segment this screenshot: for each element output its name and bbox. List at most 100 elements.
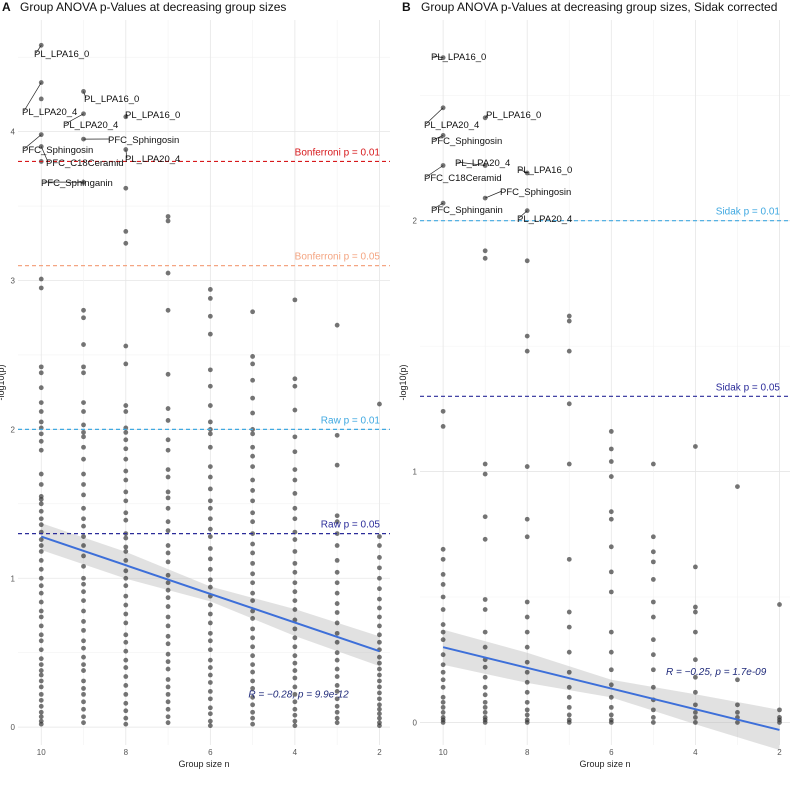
data-point — [482, 514, 488, 520]
data-point — [692, 609, 698, 615]
data-point — [207, 718, 213, 724]
data-point — [81, 598, 86, 603]
data-point — [250, 453, 256, 459]
data-point — [38, 647, 44, 653]
data-point — [292, 660, 298, 666]
data-point — [250, 678, 256, 684]
data-point — [38, 566, 44, 572]
data-point — [81, 136, 86, 142]
data-point — [292, 589, 298, 595]
data-point — [250, 571, 256, 577]
data-point — [207, 516, 213, 522]
data-point — [292, 407, 298, 413]
label-leader-line — [456, 161, 486, 166]
data-point — [81, 645, 86, 651]
data-point — [165, 270, 171, 276]
data-point — [123, 544, 129, 550]
data-point — [334, 580, 340, 586]
data-point — [608, 667, 614, 673]
data-point — [38, 96, 44, 102]
point-label: PFC_C18Ceramid — [424, 173, 502, 184]
data-point — [81, 534, 86, 539]
data-point — [81, 422, 86, 428]
data-point — [81, 706, 86, 712]
label-leader-line — [425, 165, 444, 178]
data-point — [81, 543, 86, 548]
data-point — [81, 581, 86, 587]
data-point — [566, 624, 572, 630]
data-point — [207, 611, 213, 617]
data-point — [165, 406, 171, 411]
data-point — [165, 371, 171, 377]
label-leader-line — [432, 202, 444, 210]
data-point — [123, 665, 129, 670]
data-point — [250, 580, 256, 586]
data-point — [38, 285, 44, 291]
data-point — [38, 482, 44, 487]
data-point — [38, 549, 44, 554]
data-point — [650, 720, 656, 725]
data-point — [292, 607, 298, 612]
x-tick-label: 8 — [124, 748, 129, 757]
data-point — [735, 484, 740, 490]
data-point — [377, 632, 382, 638]
data-point — [38, 409, 44, 414]
data-point — [81, 516, 86, 522]
data-point — [292, 712, 298, 718]
data-point — [165, 684, 171, 690]
data-point — [608, 516, 614, 522]
data-point — [165, 437, 171, 443]
data-point — [123, 510, 129, 516]
data-point — [38, 590, 44, 596]
data-point — [123, 575, 129, 581]
data-point — [334, 720, 340, 726]
point-label: PL_LPA20_4 — [424, 120, 479, 131]
threshold-label: Raw p = 0.01 — [321, 415, 381, 426]
data-point — [250, 686, 256, 691]
data-point — [566, 669, 572, 675]
data-point — [123, 429, 129, 435]
data-point — [207, 331, 213, 337]
data-point — [292, 706, 298, 712]
data-point — [735, 709, 740, 715]
data-point — [207, 556, 213, 562]
data-point — [165, 495, 171, 501]
data-point — [692, 689, 698, 695]
point-label: PFC_Sphinganin — [431, 205, 503, 216]
data-point — [650, 534, 656, 540]
data-point — [250, 590, 256, 596]
data-point — [334, 322, 340, 328]
data-point — [482, 163, 488, 168]
data-point — [38, 668, 44, 673]
data-point — [334, 513, 340, 519]
data-point — [608, 544, 614, 550]
data-point — [334, 666, 340, 672]
data-point — [81, 662, 86, 668]
label-leader-line — [432, 55, 444, 58]
data-point — [38, 431, 44, 437]
data-point — [566, 313, 572, 319]
data-point — [650, 577, 656, 582]
data-point — [440, 684, 446, 690]
data-point — [165, 474, 171, 480]
data-point — [250, 653, 256, 659]
data-point — [440, 582, 446, 587]
data-point — [650, 599, 656, 605]
data-point — [250, 395, 256, 401]
data-point — [81, 307, 86, 313]
data-point — [777, 602, 782, 607]
data-point — [334, 689, 340, 694]
data-point — [292, 653, 298, 659]
data-point — [81, 638, 86, 644]
data-point — [38, 656, 44, 662]
y-tick-label: 0 — [11, 723, 16, 732]
data-point — [377, 596, 382, 602]
data-point — [81, 179, 86, 185]
point-label: PFC_Sphingosin — [431, 136, 502, 147]
data-point — [608, 459, 614, 464]
data-point — [250, 635, 256, 641]
x-tick-label: 4 — [693, 748, 698, 757]
data-point — [123, 361, 129, 367]
data-point — [334, 683, 340, 688]
data-point — [250, 560, 256, 566]
